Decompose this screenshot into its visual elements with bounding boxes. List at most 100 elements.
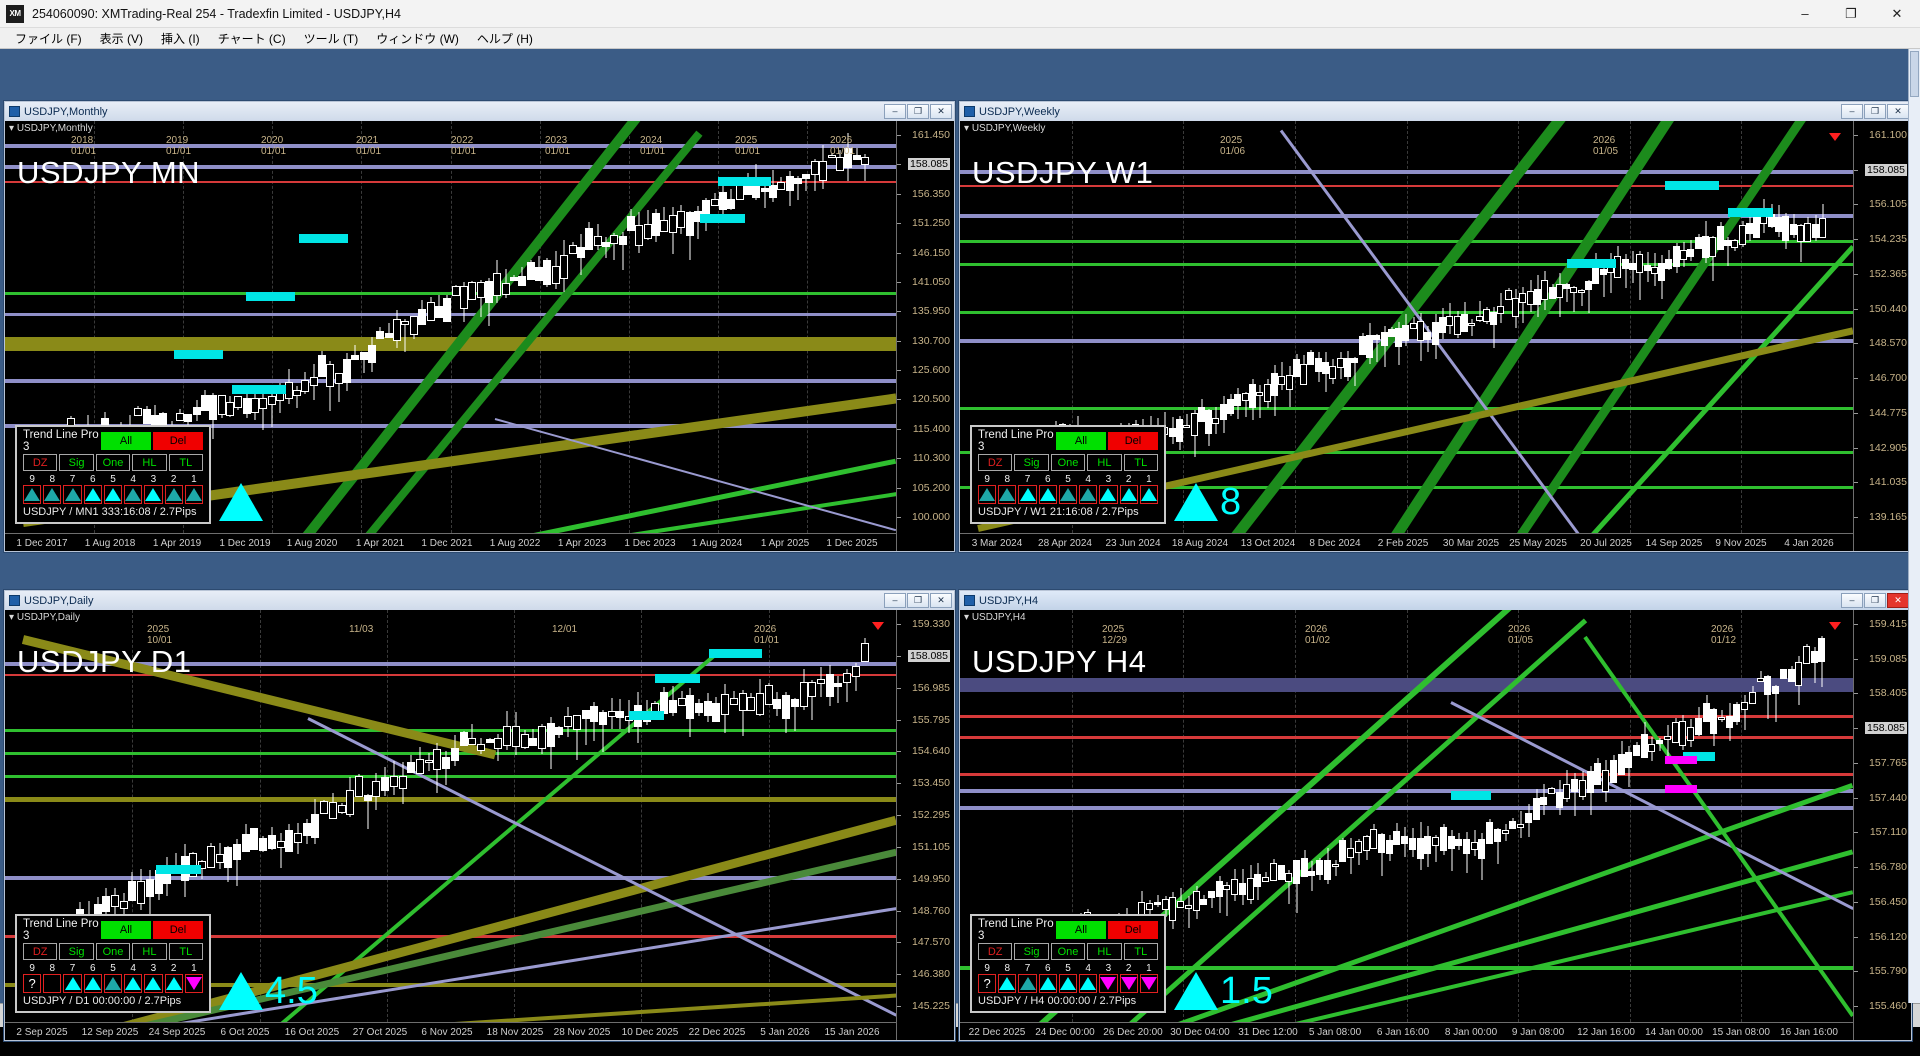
chart-window-titlebar-monthly[interactable]: USDJPY,Monthly – ❐ ✕ <box>5 102 954 121</box>
chart-window-h4[interactable]: USDJPY,H4 – ❐ ✕ <box>959 590 1912 1041</box>
panel-button-tl[interactable]: TL <box>168 454 204 471</box>
signal-slot[interactable] <box>63 974 82 993</box>
price-axis-weekly[interactable]: 161.100 158.085 156.105 154.235 152.365 … <box>1853 121 1911 551</box>
signal-slot[interactable] <box>1099 974 1118 993</box>
all-button[interactable]: All <box>1056 921 1106 939</box>
workspace-scrollbar[interactable] <box>1908 49 1920 1003</box>
chart-canvas-h4[interactable]: ▾ USDJPY,H4 2025 12/29 2026 01/02 2026 01/05 20… <box>960 610 1911 1040</box>
chart-close-button[interactable]: ✕ <box>930 104 952 119</box>
signal-slot[interactable] <box>184 485 203 504</box>
chart-window-titlebar-weekly[interactable]: USDJPY,Weekly – ❐ ✕ <box>960 102 1911 121</box>
signal-slot[interactable] <box>124 485 143 504</box>
price-axis-daily[interactable]: 159.330 158.085 156.985 155.795 154.640 … <box>896 610 954 1040</box>
price-axis-monthly[interactable]: 161.450 158.085 156.350 151.250 146.150 … <box>896 121 954 551</box>
del-button[interactable]: Del <box>153 921 203 939</box>
signal-slot[interactable] <box>1139 485 1158 504</box>
panel-button-tl[interactable]: TL <box>1123 454 1159 471</box>
chart-window-monthly[interactable]: USDJPY,Monthly – ❐ ✕ <box>4 101 955 552</box>
signal-slot[interactable] <box>124 974 143 993</box>
panel-button-sig[interactable]: Sig <box>1014 454 1049 471</box>
signal-slot[interactable] <box>83 974 102 993</box>
panel-button-tl[interactable]: TL <box>168 943 204 960</box>
signal-slot[interactable] <box>144 974 163 993</box>
chart-window-titlebar-daily[interactable]: USDJPY,Daily – ❐ ✕ <box>5 591 954 610</box>
signal-slot[interactable] <box>1099 485 1118 504</box>
panel-button-tl[interactable]: TL <box>1123 943 1159 960</box>
chart-canvas-daily[interactable]: ▾ USDJPY,Daily 2025 10/01 11/03 12/01 2026 01/… <box>5 610 954 1040</box>
panel-button-hl[interactable]: HL <box>132 454 167 471</box>
chart-window-weekly[interactable]: USDJPY,Weekly – ❐ ✕ <box>959 101 1912 552</box>
close-button[interactable]: ✕ <box>1891 5 1903 21</box>
panel-button-one[interactable]: One <box>95 454 131 471</box>
chart-minimize-button[interactable]: – <box>884 104 906 119</box>
signal-slot[interactable] <box>164 974 183 993</box>
chart-maximize-button[interactable]: ❐ <box>1864 593 1886 608</box>
signal-slot[interactable] <box>43 485 62 504</box>
signal-slot[interactable] <box>63 485 82 504</box>
panel-button-hl[interactable]: HL <box>132 943 167 960</box>
panel-button-dz[interactable]: DZ <box>23 943 58 960</box>
all-button[interactable]: All <box>1056 432 1106 450</box>
panel-button-dz[interactable]: DZ <box>978 454 1013 471</box>
date-axis-weekly[interactable]: 3 Mar 2024 28 Apr 2024 23 Jun 2024 18 Aug 2… <box>960 533 1853 551</box>
del-button[interactable]: Del <box>1108 921 1158 939</box>
chart-minimize-button[interactable]: – <box>1841 593 1863 608</box>
chart-maximize-button[interactable]: ❐ <box>1864 104 1886 119</box>
trend-line-pro-panel-h4[interactable]: Trend Line Pro 3 All Del DZ Sig One HL TL 9 8 7… <box>970 914 1166 1013</box>
panel-button-hl[interactable]: HL <box>1087 943 1122 960</box>
chart-close-button[interactable]: ✕ <box>1887 593 1909 608</box>
date-axis-monthly[interactable]: 1 Dec 2017 1 Aug 2018 1 Apr 2019 1 Dec 2019… <box>5 533 896 551</box>
all-button[interactable]: All <box>101 432 151 450</box>
signal-slot[interactable] <box>978 485 997 504</box>
signal-slot[interactable] <box>1018 974 1037 993</box>
signal-slot[interactable] <box>1038 485 1057 504</box>
date-axis-h4[interactable]: 22 Dec 2025 24 Dec 00:00 26 Dec 20:00 30 De… <box>960 1022 1853 1040</box>
del-button[interactable]: Del <box>153 432 203 450</box>
menu-window[interactable]: ウィンドウ (W) <box>376 31 459 46</box>
signal-slot[interactable] <box>998 974 1017 993</box>
scrollbar-thumb[interactable] <box>1910 51 1919 97</box>
panel-button-sig[interactable]: Sig <box>1014 943 1049 960</box>
signal-slot[interactable] <box>164 485 183 504</box>
maximize-button[interactable]: ❐ <box>1845 5 1857 21</box>
signal-slot[interactable] <box>144 485 163 504</box>
panel-button-hl[interactable]: HL <box>1087 454 1122 471</box>
del-button[interactable]: Del <box>1108 432 1158 450</box>
signal-slot[interactable] <box>83 485 102 504</box>
chart-close-button[interactable]: ✕ <box>1887 104 1909 119</box>
chart-maximize-button[interactable]: ❐ <box>907 104 929 119</box>
signal-slot[interactable] <box>1058 974 1078 993</box>
panel-button-dz[interactable]: DZ <box>978 943 1013 960</box>
signal-slot[interactable] <box>1119 974 1138 993</box>
signal-slot[interactable] <box>1079 974 1098 993</box>
signal-slot[interactable] <box>1038 974 1057 993</box>
signal-slot[interactable] <box>1079 485 1098 504</box>
menu-charts[interactable]: チャート (C) <box>217 31 286 46</box>
chart-canvas-weekly[interactable]: ▾ USDJPY,Weekly 2025 01/06 2026 01/05 USDJPY … <box>960 121 1911 551</box>
all-button[interactable]: All <box>101 921 151 939</box>
menu-file[interactable]: ファイル (F) <box>15 31 82 46</box>
signal-slot[interactable] <box>103 485 123 504</box>
chart-minimize-button[interactable]: – <box>884 593 906 608</box>
menu-insert[interactable]: 挿入 (I) <box>161 31 200 46</box>
chart-window-titlebar-h4[interactable]: USDJPY,H4 – ❐ ✕ <box>960 591 1911 610</box>
chart-maximize-button[interactable]: ❐ <box>907 593 929 608</box>
chart-close-button[interactable]: ✕ <box>930 593 952 608</box>
signal-slot[interactable] <box>1119 485 1138 504</box>
signal-slot[interactable] <box>103 974 123 993</box>
trend-line-pro-panel-daily[interactable]: Trend Line Pro 3 All Del DZ Sig One HL TL 9 8 7… <box>15 914 211 1013</box>
minimize-button[interactable]: – <box>1801 6 1809 21</box>
signal-slot[interactable] <box>43 974 62 993</box>
panel-button-one[interactable]: One <box>95 943 131 960</box>
menu-view[interactable]: 表示 (V) <box>99 31 144 46</box>
signal-slot[interactable] <box>998 485 1017 504</box>
panel-button-one[interactable]: One <box>1050 454 1086 471</box>
panel-button-one[interactable]: One <box>1050 943 1086 960</box>
price-axis-h4[interactable]: 159.415 159.085 158.405 158.085 157.765 … <box>1853 610 1911 1040</box>
trend-line-pro-panel-monthly[interactable]: Trend Line Pro 3 All Del DZ Sig One HL TL 9 8 7… <box>15 425 211 524</box>
panel-button-sig[interactable]: Sig <box>59 454 94 471</box>
signal-slot[interactable]: ? <box>23 974 42 993</box>
trend-line-pro-panel-weekly[interactable]: Trend Line Pro 3 All Del DZ Sig One HL TL 9 8 7… <box>970 425 1166 524</box>
menu-help[interactable]: ヘルプ (H) <box>476 31 533 46</box>
chart-canvas-monthly[interactable]: ▾ USDJPY,Monthly 2018 01/01 2019 01/01 2020 01… <box>5 121 954 551</box>
